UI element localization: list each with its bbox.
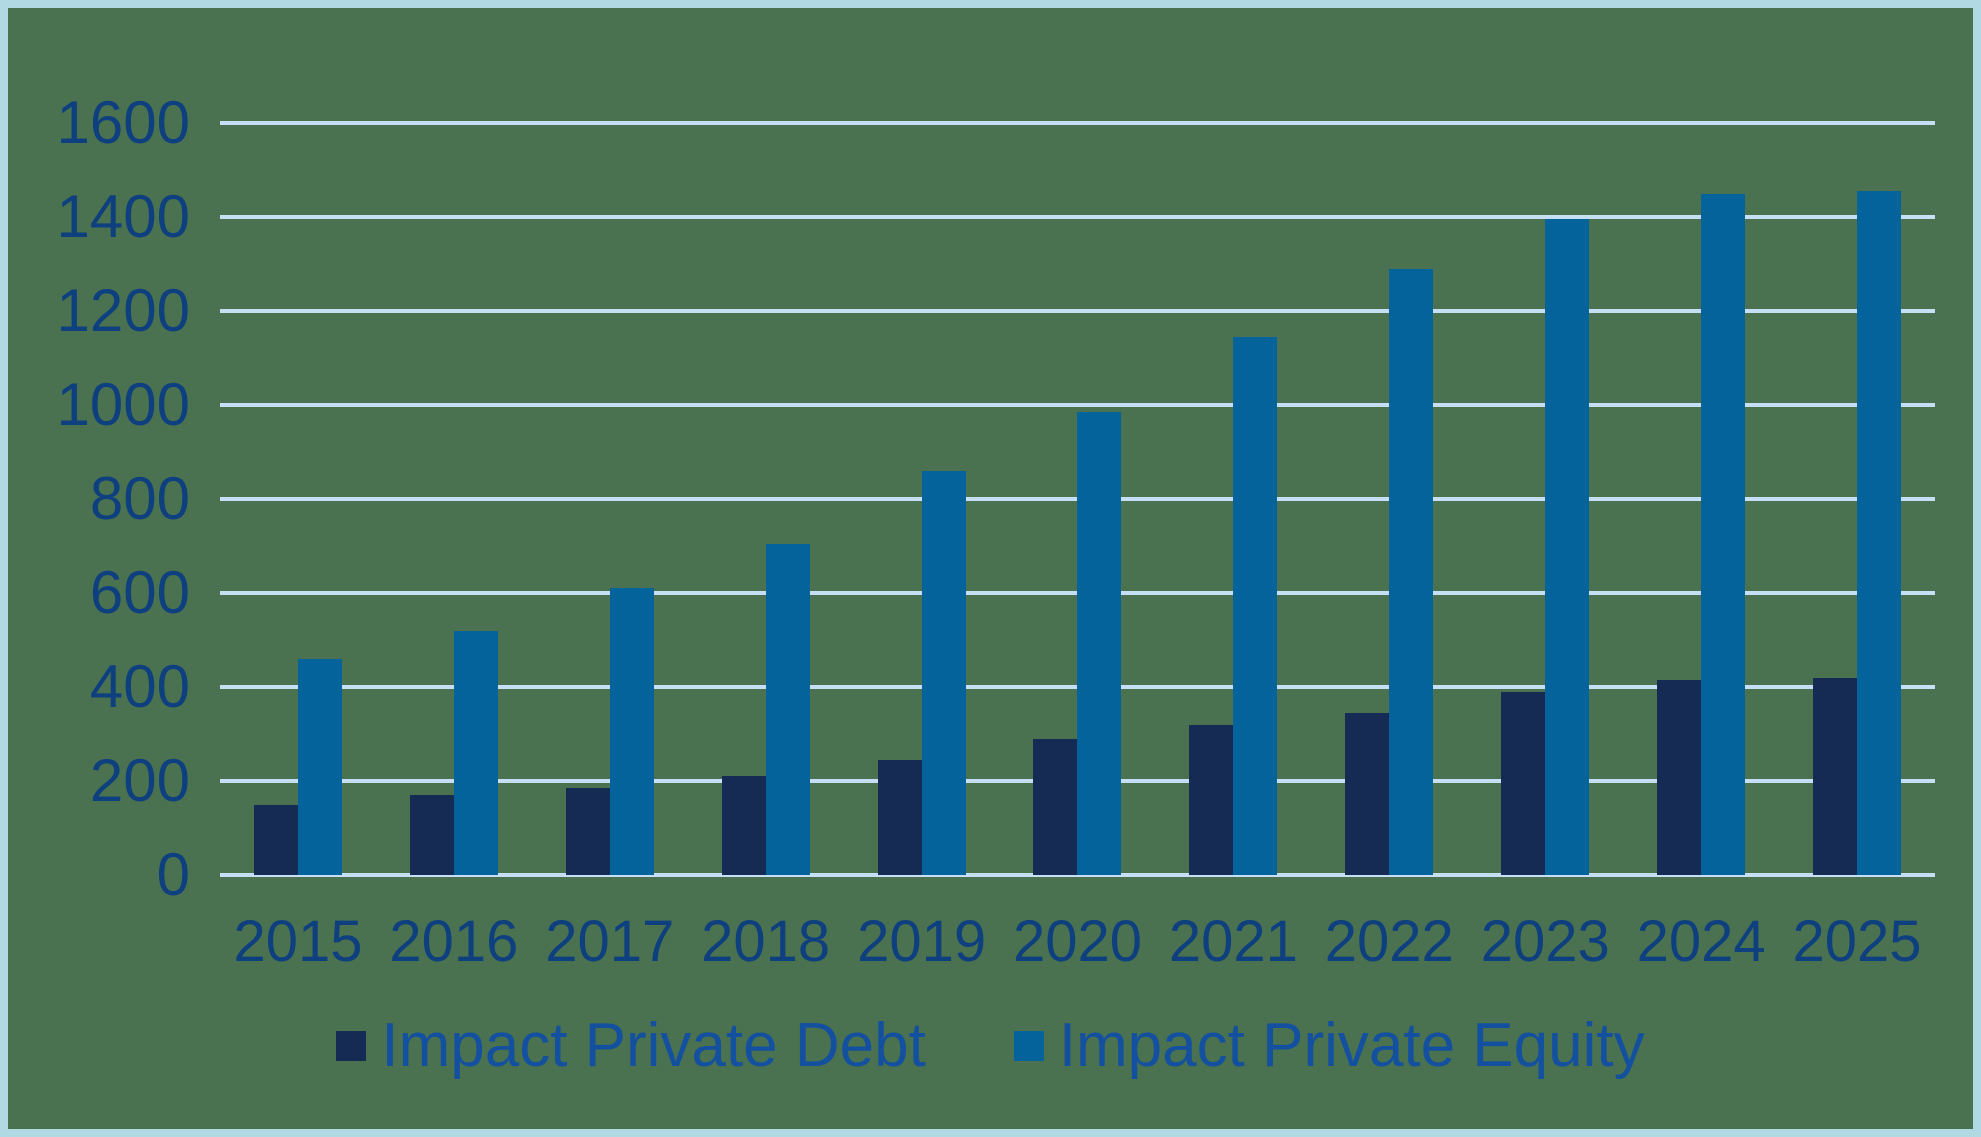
- x-tick-label-2019: 2019: [857, 909, 987, 974]
- bar-group-2022: [1311, 123, 1467, 875]
- bar-impact-private-equity-2015: [297, 658, 342, 875]
- x-axis-labels: 2015 2016 2017 2018 2019 2020 2021 2022 2023 2024…: [220, 911, 1935, 973]
- y-axis-labels: 0 200 400 600 800 1000 1200 1400 1600: [8, 93, 190, 905]
- legend-label-impact-private-equity: Impact Private Equity: [1058, 1011, 1645, 1080]
- y-tick-label-1000: 1000: [56, 371, 190, 438]
- bar-impact-private-equity-2018: [765, 543, 810, 875]
- bar-group-2017: [532, 123, 688, 875]
- legend-swatch-impact-private-equity: [1013, 1031, 1044, 1061]
- x-tick-label-2020: 2020: [1012, 909, 1142, 974]
- x-tick-label-2015: 2015: [233, 909, 363, 974]
- bar-group-2024: [1623, 123, 1779, 875]
- bar-impact-private-equity-2017: [609, 588, 654, 875]
- bar-impact-private-equity-2019: [921, 470, 966, 875]
- y-tick-label-1200: 1200: [56, 277, 190, 344]
- gridline-0: [220, 873, 1935, 877]
- bar-group-2015: [220, 123, 376, 875]
- bar-impact-private-debt-2022: [1345, 712, 1390, 875]
- bar-impact-private-debt-2016: [409, 795, 454, 875]
- bar-impact-private-debt-2024: [1657, 679, 1702, 875]
- x-tick-label-2021: 2021: [1168, 909, 1298, 974]
- bar-impact-private-equity-2024: [1701, 193, 1746, 875]
- gridline-1400: [220, 215, 1935, 219]
- x-tick-label-2023: 2023: [1480, 909, 1610, 974]
- x-tick-label-2022: 2022: [1324, 909, 1454, 974]
- y-tick-label-600: 600: [89, 559, 190, 626]
- bar-impact-private-debt-2025: [1813, 677, 1858, 875]
- bar-impact-private-equity-2016: [453, 630, 498, 875]
- gridline-1600: [220, 121, 1935, 125]
- bar-impact-private-debt-2023: [1501, 691, 1546, 875]
- x-tick-label-2024: 2024: [1636, 909, 1766, 974]
- x-tick-label-2017: 2017: [545, 909, 675, 974]
- bar-group-2019: [844, 123, 1000, 875]
- x-tick-label-2025: 2025: [1792, 909, 1922, 974]
- x-tick-label-2016: 2016: [389, 909, 519, 974]
- y-tick-label-1400: 1400: [56, 183, 190, 250]
- y-tick-label-800: 800: [89, 465, 190, 532]
- legend-item-impact-private-equity: Impact Private Equity: [1013, 1011, 1645, 1080]
- x-tick-label-2018: 2018: [701, 909, 831, 974]
- bars: [220, 123, 1935, 875]
- bar-group-2016: [376, 123, 532, 875]
- bar-impact-private-debt-2018: [721, 776, 766, 875]
- bar-group-2020: [1000, 123, 1156, 875]
- bar-impact-private-equity-2022: [1389, 268, 1434, 875]
- plot-area: [220, 121, 1935, 877]
- bar-impact-private-debt-2020: [1033, 738, 1078, 875]
- bar-impact-private-equity-2021: [1233, 336, 1278, 875]
- y-tick-label-0: 0: [156, 841, 190, 908]
- legend-swatch-impact-private-debt: [336, 1031, 367, 1061]
- bar-impact-private-debt-2019: [877, 759, 922, 875]
- bar-group-2018: [688, 123, 844, 875]
- legend-item-impact-private-debt: Impact Private Debt: [336, 1011, 926, 1080]
- legend-label-impact-private-debt: Impact Private Debt: [381, 1011, 926, 1080]
- bar-group-2021: [1155, 123, 1311, 875]
- y-tick-label-200: 200: [89, 747, 190, 814]
- bar-group-2025: [1779, 123, 1935, 875]
- bar-impact-private-equity-2023: [1545, 219, 1590, 875]
- bar-impact-private-debt-2015: [253, 804, 298, 875]
- legend: Impact Private Debt Impact Private Equit…: [8, 1010, 1973, 1082]
- y-tick-label-1600: 1600: [56, 89, 190, 156]
- bar-group-2023: [1467, 123, 1623, 875]
- y-tick-label-400: 400: [89, 653, 190, 720]
- gridline-1000: [220, 403, 1935, 407]
- bar-impact-private-debt-2021: [1189, 724, 1234, 875]
- bar-impact-private-equity-2020: [1077, 412, 1122, 875]
- gridline-1200: [220, 309, 1935, 313]
- bar-impact-private-debt-2017: [565, 788, 610, 875]
- bar-impact-private-equity-2025: [1857, 191, 1902, 875]
